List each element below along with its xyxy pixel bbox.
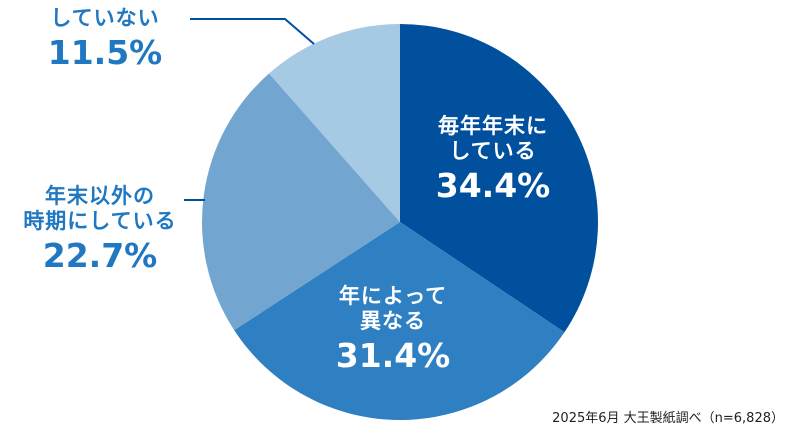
label-other-time-line1: 年末以外の bbox=[45, 184, 155, 208]
leader-line-not-doing bbox=[190, 18, 315, 45]
label-other-time-value: 22.7% bbox=[42, 236, 158, 276]
pie-slices bbox=[202, 24, 599, 420]
label-every-year-end-value: 34.4% bbox=[435, 166, 551, 206]
label-other-time-line2: 時期にしている bbox=[23, 209, 177, 234]
label-not-doing-text: していない bbox=[50, 6, 160, 30]
label-every-year-end-line2: している bbox=[449, 139, 537, 164]
label-every-year-end: 毎年年末に している 34.4% bbox=[408, 114, 578, 206]
leader-lines bbox=[184, 18, 315, 201]
label-every-year-end-line1: 毎年年末に bbox=[438, 114, 548, 138]
slice-not-doing bbox=[269, 24, 400, 222]
label-varies-by-year-value: 31.4% bbox=[335, 336, 451, 376]
slice-every-year-end bbox=[400, 24, 599, 333]
label-not-doing-value: 11.5% bbox=[47, 33, 163, 73]
label-other-time: 年末以外の 時期にしている 22.7% bbox=[8, 184, 192, 276]
label-varies-by-year: 年によって 異なる 31.4% bbox=[318, 284, 468, 376]
label-not-doing: していない 11.5% bbox=[30, 6, 180, 73]
label-varies-by-year-line1: 年によって bbox=[338, 284, 448, 308]
source-note: 2025年6月 大王製紙調べ（n=6,828） bbox=[552, 411, 784, 426]
slice-varies-by-year bbox=[234, 222, 565, 420]
slice-other-time bbox=[202, 73, 400, 331]
label-varies-by-year-line2: 異なる bbox=[360, 309, 426, 334]
